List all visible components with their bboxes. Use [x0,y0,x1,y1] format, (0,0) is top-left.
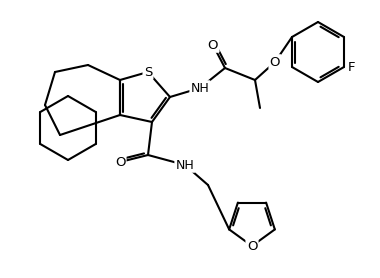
Text: NH: NH [191,81,209,95]
Text: O: O [270,56,280,68]
Text: S: S [144,66,152,78]
Text: O: O [208,38,218,51]
Text: O: O [115,155,125,168]
Text: O: O [247,240,257,252]
Text: F: F [348,61,356,73]
Text: NH: NH [176,158,195,172]
